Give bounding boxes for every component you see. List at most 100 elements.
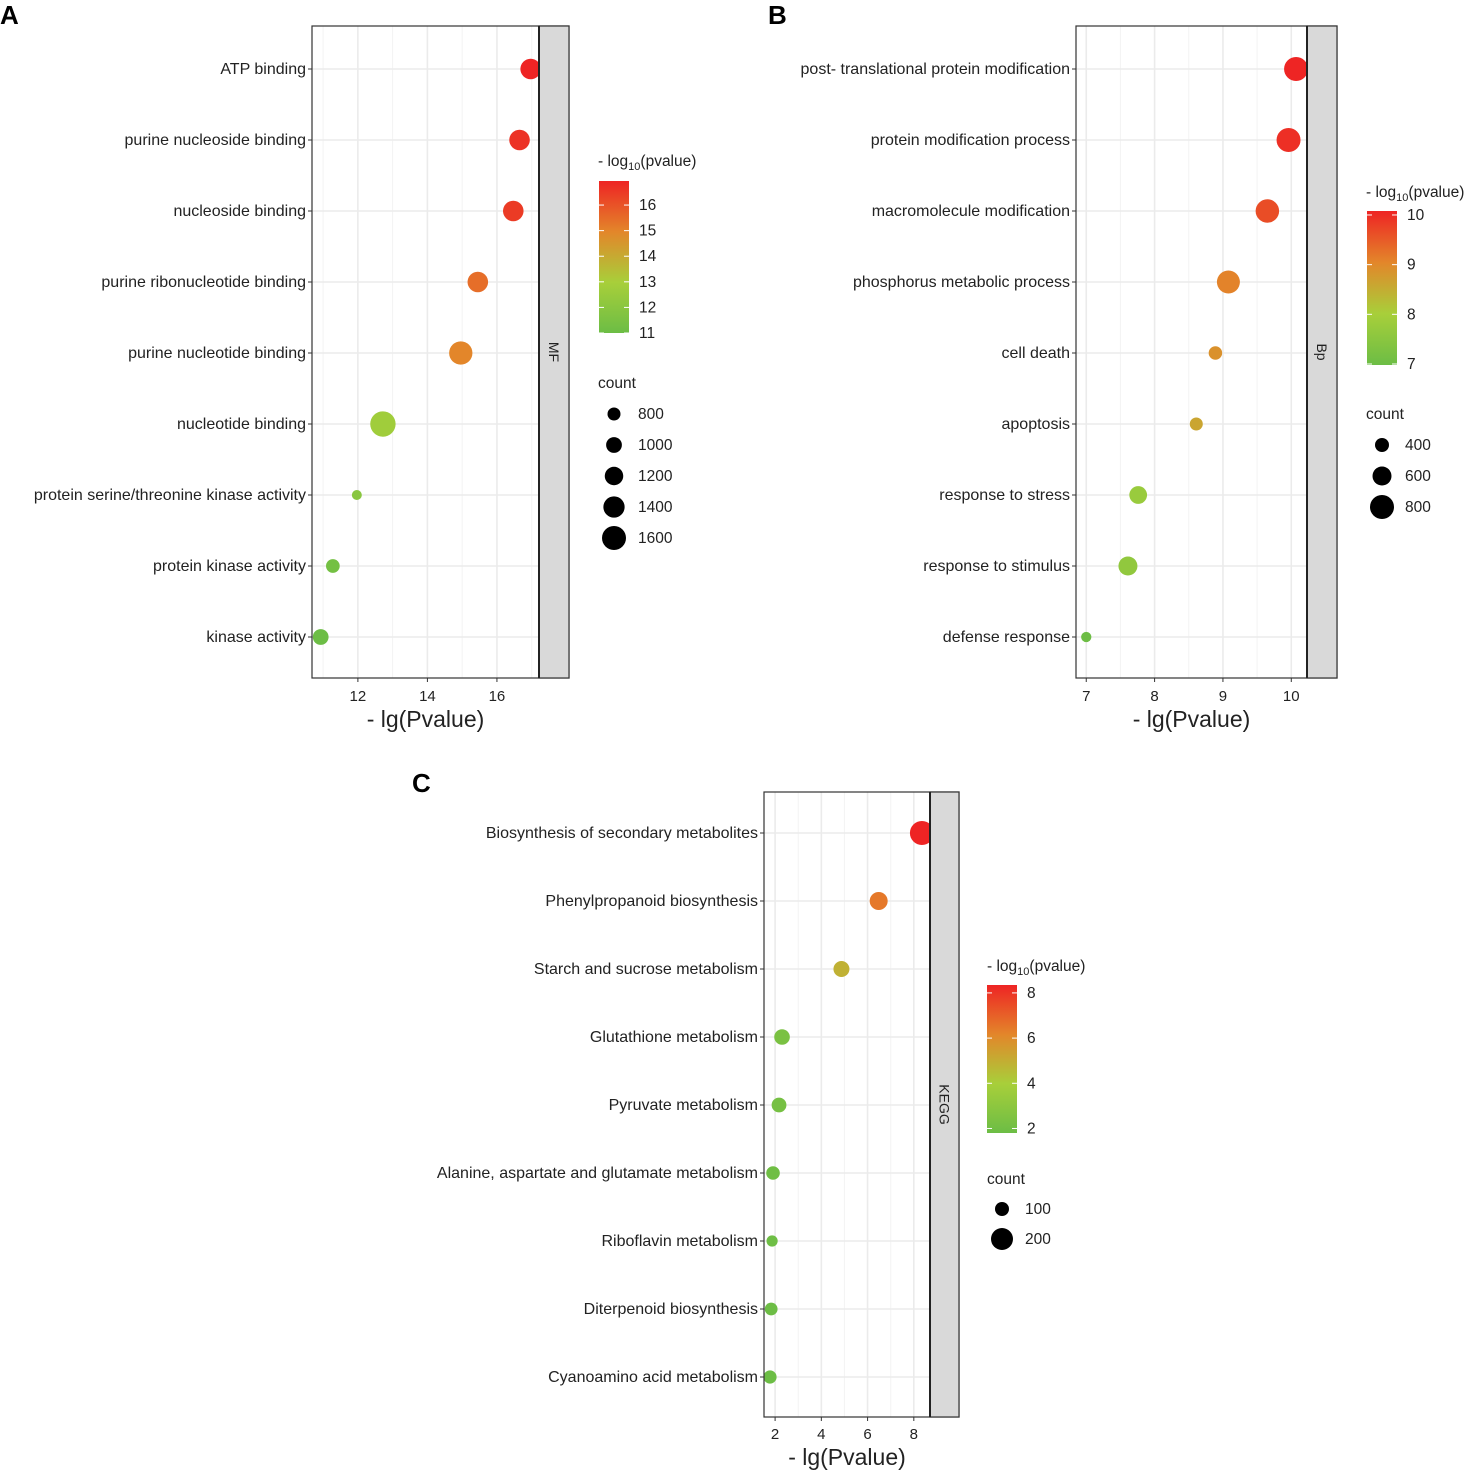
data-point [766,1235,778,1247]
data-point [502,200,524,222]
y-tick-label: nucleoside binding [173,203,306,220]
colorbar-tick-label: 16 [639,197,656,214]
size-legend-dot [1375,438,1389,452]
y-tick-label: purine nucleotide binding [128,345,306,362]
colorbar-tick-label: 15 [639,223,656,240]
data-point [774,1029,790,1045]
colorbar-tick-label: 8 [1027,985,1036,1002]
x-axis-title: - lg(Pvalue) [367,706,485,732]
colorbar-tick-label: 7 [1407,356,1416,373]
x-axis-title: - lg(Pvalue) [788,1444,906,1470]
y-tick-label: Diterpenoid biosynthesis [584,1301,758,1318]
size-legend-label: 200 [1025,1231,1051,1248]
size-legend-title: count [598,375,637,392]
data-point [764,1302,778,1316]
size-legend-label: 800 [638,406,664,423]
colorbar-tick-label: 11 [639,325,655,342]
data-point [1189,417,1203,431]
y-tick-label: protein kinase activity [153,558,306,575]
y-tick-label: macromolecule modification [872,203,1070,220]
data-point [1118,556,1138,576]
data-point [909,821,934,845]
size-legend-dot [991,1228,1013,1250]
title-subscript: 10 [1396,192,1408,204]
data-point [766,1166,780,1180]
panel-letter: A [0,0,19,30]
y-tick-label: protein serine/threonine kinase activity [34,487,306,504]
colorbar-tick-label: 6 [1027,1030,1036,1047]
y-tick-label: Cyanoamino acid metabolism [548,1369,758,1386]
data-point [763,1370,777,1384]
size-legend-title: count [987,1171,1026,1188]
y-tick-label: Phenylpropanoid biosynthesis [545,893,758,910]
colorbar [987,985,1017,1133]
colorbar-tick-label: 8 [1407,306,1416,323]
size-legend-dot [603,496,625,518]
y-tick-label: Pyruvate metabolism [609,1097,758,1114]
data-point [449,341,473,365]
y-tick-label: cell death [1002,345,1071,362]
data-point [509,129,530,151]
x-tick-label: 10 [1283,688,1300,705]
data-point [1284,57,1309,81]
y-tick-label: Starch and sucrose metabolism [534,961,758,978]
data-point [833,961,850,977]
data-point [351,490,362,500]
x-tick-label: 9 [1219,688,1227,705]
data-point [1081,631,1092,643]
data-point [869,892,888,910]
x-tick-label: 4 [817,1426,825,1443]
colorbar-tick-label: 9 [1407,257,1416,274]
y-tick-label: purine ribonucleotide binding [101,274,306,291]
facet-strip [1306,25,1338,679]
x-tick-label: 8 [910,1426,918,1443]
panel-a: A ATP binding purine nucleoside binding nuc… [0,0,696,732]
x-tick-label: 14 [419,688,436,705]
panel-c: C Biosynthesis of secondary metabolites Ph… [412,768,1085,1470]
size-legend-dot [604,466,624,486]
x-tick-label: 7 [1082,688,1090,705]
data-point [1255,199,1280,223]
plot-background [312,26,539,678]
facet-label: KEGG [937,1084,953,1124]
y-tick-label: phosphorus metabolic process [853,274,1070,291]
colorbar-tick-label: 10 [1407,207,1425,224]
y-tick-label: protein modification process [871,132,1070,149]
data-point [520,58,541,80]
color-legend-title: - log10(pvalue) [598,153,696,173]
x-tick-label: 12 [350,688,367,705]
title-part: (pvalue) [640,153,696,170]
size-legend-label: 600 [1405,468,1431,485]
plot-background [1076,26,1307,678]
title-part: - log [598,153,628,170]
y-tick-label: nucleotide binding [177,416,306,433]
size-legend-label: 400 [1405,437,1431,454]
data-point [467,271,489,293]
color-legend-title: - log10(pvalue) [987,958,1085,978]
data-point [312,629,329,645]
data-point [1208,346,1223,360]
size-legend-title: count [1366,406,1405,423]
y-tick-label: defense response [943,629,1070,646]
colorbar-tick-label: 13 [639,274,656,291]
y-tick-label: Glutathione metabolism [590,1029,758,1046]
title-subscript: 10 [628,161,640,173]
x-tick-label: 8 [1150,688,1158,705]
data-point [1216,270,1240,294]
size-legend-label: 800 [1405,499,1431,516]
panel-letter: C [412,768,431,798]
size-legend-dot [995,1202,1009,1216]
size-legend-dot [602,526,626,550]
y-tick-label: apoptosis [1002,416,1071,433]
color-legend-title: - log10(pvalue) [1366,184,1464,204]
data-point [370,411,396,437]
y-tick-label: response to stress [939,487,1070,504]
y-tick-label: Riboflavin metabolism [601,1233,758,1250]
size-legend-label: 1400 [638,499,673,516]
y-tick-label: ATP binding [220,61,306,78]
panel-letter: B [768,0,787,30]
y-tick-label: Alanine, aspartate and glutamate metabol… [437,1165,758,1182]
title-subscript: 10 [1017,966,1029,978]
colorbar-tick-label: 2 [1027,1120,1036,1137]
